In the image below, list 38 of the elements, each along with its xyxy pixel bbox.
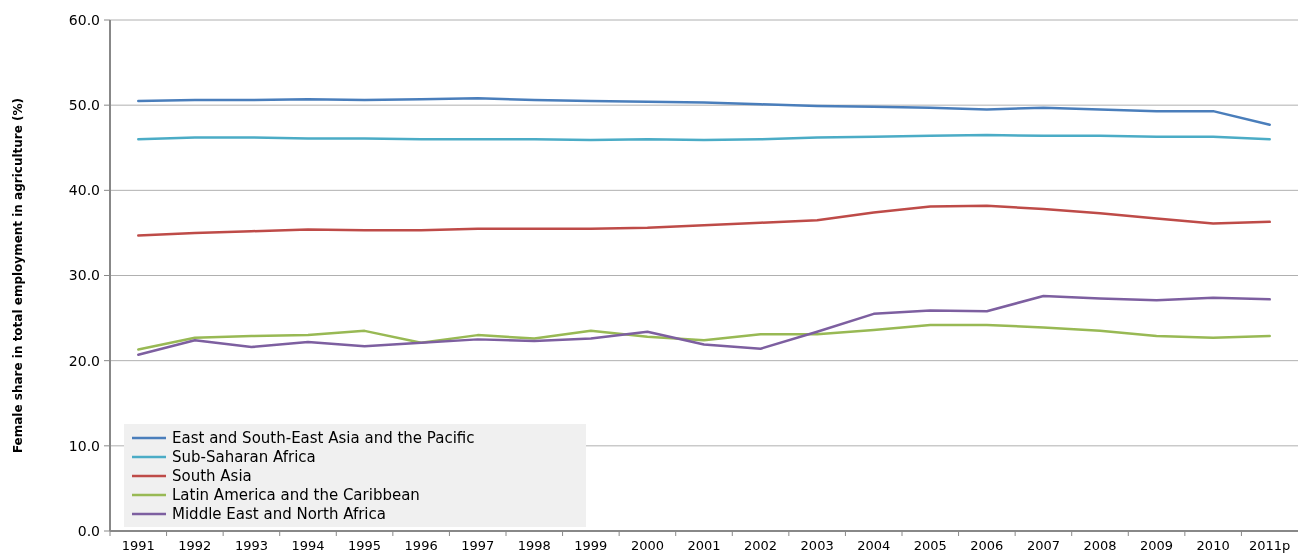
x-tick-label: 2001 — [687, 538, 721, 553]
legend-label: Latin America and the Caribbean — [172, 486, 420, 505]
legend-label: Sub-Saharan Africa — [172, 448, 316, 467]
y-tick-label: 0.0 — [77, 522, 100, 539]
y-tick-label: 40.0 — [68, 182, 100, 199]
x-tick-label: 2005 — [913, 538, 947, 553]
x-tick-label: 1993 — [234, 538, 268, 553]
y-tick-label: 20.0 — [68, 352, 100, 369]
x-tick-label: 1994 — [291, 538, 325, 553]
x-tick-label: 1997 — [461, 538, 495, 553]
y-tick-label: 50.0 — [68, 97, 100, 114]
line-series — [137, 323, 1271, 351]
x-tick-label: 2003 — [800, 538, 834, 553]
x-tick-label: 2000 — [630, 538, 664, 553]
x-tick-label: 2009 — [1140, 538, 1174, 553]
x-tick-label: 2011p — [1249, 538, 1291, 553]
y-tick-label: 60.0 — [68, 11, 100, 28]
x-tick-label: 1996 — [404, 538, 438, 553]
line-series — [137, 204, 1271, 237]
x-tick-label: 1998 — [517, 538, 551, 553]
x-tick-label: 2006 — [970, 538, 1004, 553]
x-tick-label: 2002 — [744, 538, 778, 553]
line-series — [137, 97, 1271, 127]
x-tick-label: 2008 — [1083, 538, 1117, 553]
legend-label: East and South-East Asia and the Pacific — [172, 429, 475, 448]
x-tick-label: 1991 — [121, 538, 155, 553]
legend-label: South Asia — [172, 467, 252, 486]
x-tick-label: 2007 — [1026, 538, 1060, 553]
x-tick-label: 1992 — [178, 538, 212, 553]
x-tick-label: 2010 — [1196, 538, 1230, 553]
x-tick-label: 2004 — [857, 538, 891, 553]
y-tick-label: 10.0 — [68, 437, 100, 454]
x-tick-label: 1999 — [574, 538, 608, 553]
x-tick-label: 1995 — [348, 538, 382, 553]
y-axis-title: Female share in total employment in agriculture (%) — [11, 97, 25, 454]
line-series — [137, 294, 1271, 356]
legend-label: Middle East and North Africa — [172, 505, 386, 524]
y-tick-label: 30.0 — [68, 267, 100, 284]
